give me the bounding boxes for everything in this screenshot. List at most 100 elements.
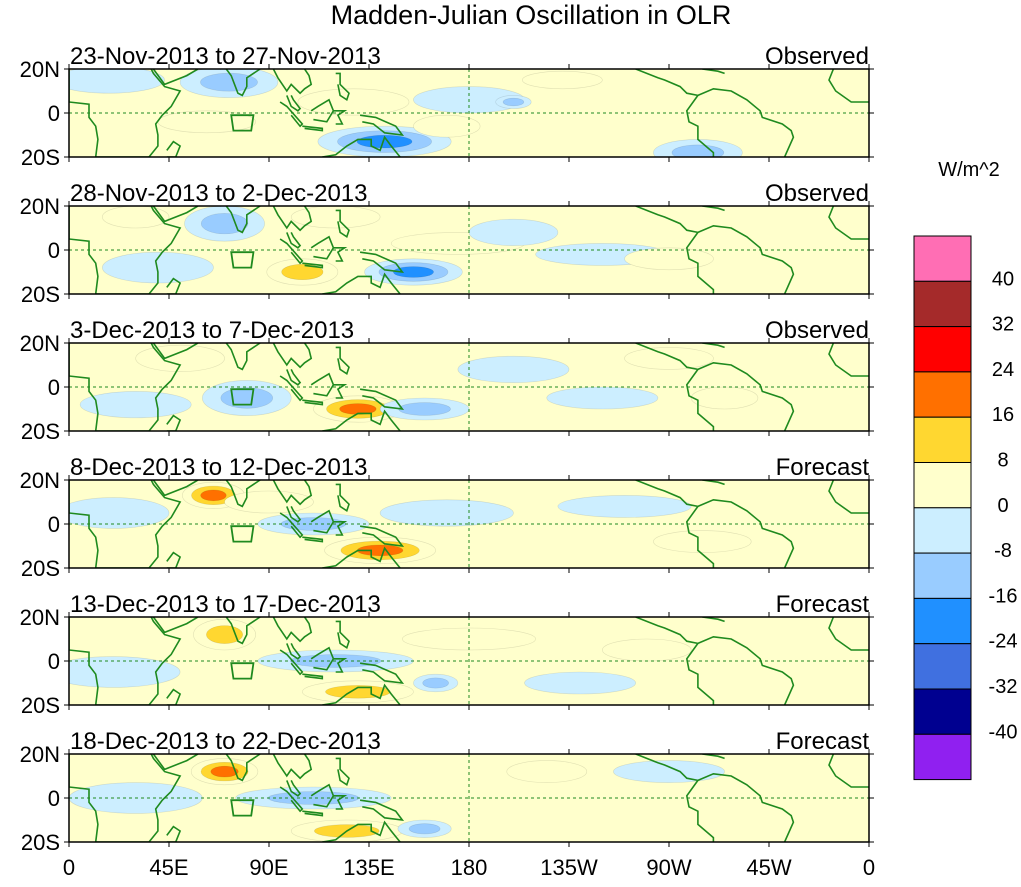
anomaly-contour bbox=[653, 530, 752, 553]
anomaly-contour bbox=[557, 495, 692, 518]
y-tick-label: 0 bbox=[48, 238, 60, 263]
coastline bbox=[322, 683, 401, 705]
panel-5: 20N 0 20S 13-Dec-2013 to 17-Dec-2013 Forecas… bbox=[20, 591, 874, 718]
coastline bbox=[220, 480, 261, 508]
anomaly-contour bbox=[613, 760, 725, 783]
panel-period-label: 3-Dec-2013 to 7-Dec-2013 bbox=[70, 317, 354, 344]
coastline bbox=[635, 480, 715, 568]
coastline bbox=[302, 262, 324, 269]
anomaly-contour bbox=[468, 218, 559, 246]
coastline bbox=[152, 754, 199, 771]
coastline bbox=[272, 206, 313, 232]
panel-2: 20N 0 20S 28-Nov-2013 to 2-Dec-2013 Observed bbox=[20, 180, 874, 307]
colorbar-level-label: -16 bbox=[989, 585, 1018, 607]
panel-status-label: Forecast bbox=[776, 591, 870, 618]
anomaly-contour bbox=[602, 638, 692, 662]
panel-status-label: Observed bbox=[765, 180, 869, 207]
coastline bbox=[359, 388, 405, 411]
anomaly-contour bbox=[457, 355, 570, 383]
coastline bbox=[302, 125, 324, 132]
anomaly-contour bbox=[522, 70, 603, 90]
panel-4: 20N 0 20S 8-Dec-2013 to 12-Dec-2013 Forecast bbox=[20, 454, 874, 581]
island-outline bbox=[230, 114, 255, 132]
colorbar-swatch bbox=[913, 507, 972, 554]
coastline bbox=[279, 649, 304, 676]
y-tick-label: 0 bbox=[48, 375, 60, 400]
coastline bbox=[279, 238, 304, 265]
coastline bbox=[359, 799, 405, 822]
colorbar-level-label: -40 bbox=[989, 721, 1018, 743]
colorbar-level-label: -32 bbox=[989, 676, 1018, 698]
coastline bbox=[333, 658, 348, 673]
panel-status-label: Forecast bbox=[776, 728, 870, 755]
colorbar-units: W/m^2 bbox=[938, 159, 1000, 181]
panel-1: 20N 0 20S 23-Nov-2013 to 27-Nov-2013 Observe… bbox=[20, 43, 874, 170]
anomaly-contour bbox=[422, 677, 449, 689]
coastline bbox=[697, 224, 795, 294]
panel-period-label: 8-Dec-2013 to 12-Dec-2013 bbox=[70, 454, 368, 481]
coastline bbox=[322, 546, 401, 568]
colorbar-swatch bbox=[913, 688, 972, 735]
panel-status-label: Observed bbox=[765, 43, 869, 70]
anomaly-contour bbox=[200, 213, 249, 235]
coastline bbox=[333, 795, 348, 810]
coastline bbox=[333, 110, 348, 125]
anomaly-contour bbox=[546, 386, 659, 410]
colorbar-swatch bbox=[913, 597, 972, 645]
panel-3: 20N 0 20S 3-Dec-2013 to 7-Dec-2013 Observed bbox=[20, 317, 874, 444]
colorbar-swatch bbox=[913, 235, 972, 282]
coastline bbox=[635, 69, 715, 157]
coastline bbox=[322, 820, 401, 842]
anomaly-contour bbox=[393, 266, 434, 278]
coastline bbox=[220, 206, 261, 234]
island-outline bbox=[230, 251, 255, 269]
coastline bbox=[635, 343, 715, 431]
coastline bbox=[322, 272, 401, 294]
anomaly-contour bbox=[624, 247, 714, 271]
colorbar-level-label: 32 bbox=[992, 314, 1014, 336]
panel-6: 20N 0 20S 18-Dec-2013 to 22-Dec-2013 Forecas… bbox=[20, 728, 874, 855]
colorbar-swatch bbox=[913, 416, 972, 464]
y-tick-label: 20N bbox=[20, 468, 60, 493]
coastline bbox=[272, 480, 313, 506]
coastline bbox=[152, 617, 199, 634]
coastline bbox=[310, 98, 335, 123]
coastline bbox=[333, 247, 348, 262]
coastline bbox=[359, 662, 405, 685]
y-tick-label: 20N bbox=[20, 742, 60, 767]
coastline bbox=[335, 620, 350, 650]
coastline bbox=[272, 69, 313, 95]
anomaly-contour bbox=[408, 823, 441, 835]
colorbar-level-label: 8 bbox=[997, 450, 1008, 472]
coastline bbox=[166, 414, 182, 431]
y-tick-label: 20N bbox=[20, 57, 60, 82]
colorbar-level-label: 24 bbox=[992, 359, 1014, 381]
y-tick-label: 0 bbox=[48, 101, 60, 126]
coastline bbox=[697, 772, 795, 842]
coastline bbox=[166, 140, 182, 157]
coastline bbox=[272, 754, 313, 780]
x-tick-label: 0 bbox=[863, 855, 875, 880]
coastline bbox=[286, 643, 302, 660]
coastline bbox=[166, 277, 182, 294]
island-outline bbox=[230, 799, 255, 817]
panel-period-label: 28-Nov-2013 to 2-Dec-2013 bbox=[70, 180, 368, 207]
coastline bbox=[310, 235, 335, 260]
coastline bbox=[322, 135, 401, 157]
coastline bbox=[279, 512, 304, 539]
colorbar-swatch bbox=[913, 643, 972, 690]
x-tick-label: 135W bbox=[540, 855, 598, 880]
coastline bbox=[359, 525, 405, 548]
anomaly-contour bbox=[290, 206, 381, 229]
colorbar-level-label: 0 bbox=[997, 495, 1008, 517]
coastline bbox=[302, 399, 324, 406]
anomaly-contour bbox=[690, 386, 759, 410]
coastline bbox=[220, 754, 261, 782]
y-tick-label: 0 bbox=[48, 649, 60, 674]
coastline bbox=[335, 72, 350, 102]
coastline bbox=[302, 810, 324, 817]
coastline bbox=[220, 69, 261, 97]
coastline bbox=[272, 343, 313, 369]
coastline bbox=[286, 232, 302, 249]
